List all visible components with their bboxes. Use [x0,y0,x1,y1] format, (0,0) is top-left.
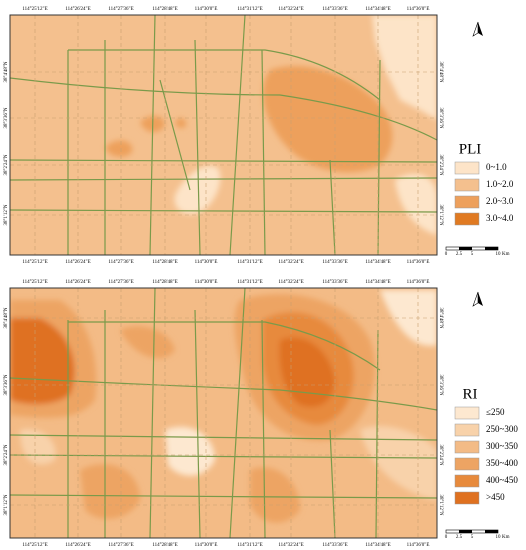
longitude-label: 114°31'12"E [237,280,262,285]
latitude-label: 38°2'24"N [438,444,443,465]
legend-title: PLI [459,141,482,157]
longitude-label: 114°32'24"E [278,260,303,265]
longitude-label: 114°34'48"E [365,260,390,265]
north-arrow [472,21,483,307]
longitude-label: 114°33'36"E [322,7,347,12]
legend-label: 350~400 [486,458,518,468]
longitude-label: 114°33'36"E [322,280,347,285]
longitude-label: 114°36'0"E [407,260,430,265]
longitude-label: 114°30'0"E [195,543,218,548]
longitude-label: 114°31'12"E [237,543,262,548]
legend-swatch [454,406,480,420]
legend-label: 250~300 [486,424,518,434]
latitude-label: 38°4'48"N [4,307,9,328]
legend-label: 3.0~4.0 [486,213,514,223]
legend-swatch [454,474,480,488]
scale-label: 10 [496,535,502,540]
scale-label: 2.5 [456,252,463,257]
legend-swatch [454,491,480,505]
longitude-label: 114°25'12"E [22,543,47,548]
longitude-label: 114°27'36"E [108,260,133,265]
latitude-label: 38°4'48"N [438,61,443,82]
longitude-label: 114°26'24"E [65,7,90,12]
longitude-label: 114°32'24"E [278,280,303,285]
longitude-label: 114°31'12"E [237,7,262,12]
legend-swatch [454,440,480,454]
latitude-label: 38°1'12"N [438,494,443,515]
longitude-label: 114°30'0"E [195,280,218,285]
legend-label: 0~1.0 [486,162,507,172]
longitude-label: 114°30'0"E [195,7,218,12]
longitude-label: 114°32'24"E [278,7,303,12]
legend-label: ≤250 [486,407,505,417]
legend-swatch [454,457,480,471]
longitude-label: 114°36'0"E [407,543,430,548]
latitude-label: 38°1'12"N [4,494,9,515]
map-frame [9,14,438,256]
latitude-label: 38°2'24"N [4,154,9,175]
legend-label: 300~350 [486,441,518,451]
legend-swatch [454,195,480,209]
latitude-label: 38°3'36"N [4,374,9,395]
longitude-label: 114°25'12"E [22,260,47,265]
latitude-label: 38°2'24"N [438,154,443,175]
map-frame [9,287,438,539]
longitude-label: 114°26'24"E [65,280,90,285]
scale-bar [459,530,472,533]
scale-label: 10 [496,252,502,257]
scale-bar [485,247,498,250]
scale-label: 5 [471,252,474,257]
latitude-label: 38°3'36"N [438,107,443,128]
legend-label: >450 [486,492,505,502]
legend-swatch [454,212,480,226]
latitude-label: 38°1'12"N [4,204,9,225]
longitude-label: 114°26'24"E [65,543,90,548]
legend-label: 1.0~2.0 [486,179,514,189]
longitude-label: 114°28'48"E [152,543,177,548]
legend-swatch [454,178,480,192]
longitude-label: 114°31'12"E [237,260,262,265]
scale-label: 5 [471,535,474,540]
legend-title: RI [463,386,478,402]
longitude-label: 114°34'48"E [365,543,390,548]
longitude-label: 114°28'48"E [152,260,177,265]
longitude-label: 114°33'36"E [322,543,347,548]
scale-label: Km [502,535,510,540]
longitude-label: 114°28'48"E [152,280,177,285]
legend-swatch [454,161,480,175]
longitude-label: 114°28'48"E [152,7,177,12]
scale-label: 0 [445,535,448,540]
latitude-label: 38°4'48"N [438,307,443,328]
longitude-label: 114°25'12"E [22,7,47,12]
longitude-label: 114°25'12"E [22,280,47,285]
longitude-label: 114°34'48"E [365,280,390,285]
scale-label: Km [502,252,510,257]
scale-bar [485,530,498,533]
longitude-label: 114°33'36"E [322,260,347,265]
scale-label: 0 [445,252,448,257]
scale-bar [459,247,472,250]
latitude-label: 38°1'12"N [438,204,443,225]
longitude-label: 114°36'0"E [407,7,430,12]
pli-map [10,15,437,255]
legend-label: 2.0~3.0 [486,196,514,206]
latitude-label: 38°4'48"N [4,61,9,82]
longitude-label: 114°30'0"E [195,260,218,265]
longitude-label: 114°26'24"E [65,260,90,265]
legend-swatch [454,423,480,437]
longitude-label: 114°36'0"E [407,280,430,285]
scale-label: 2.5 [456,535,463,540]
longitude-label: 114°27'36"E [108,543,133,548]
longitude-label: 114°32'24"E [278,543,303,548]
latitude-label: 38°3'36"N [4,107,9,128]
ri-map [10,288,437,538]
longitude-label: 114°27'36"E [108,7,133,12]
latitude-label: 38°3'36"N [438,374,443,395]
longitude-label: 114°27'36"E [108,280,133,285]
latitude-label: 38°2'24"N [4,444,9,465]
legend-label: 400~450 [486,475,518,485]
longitude-label: 114°34'48"E [365,7,390,12]
